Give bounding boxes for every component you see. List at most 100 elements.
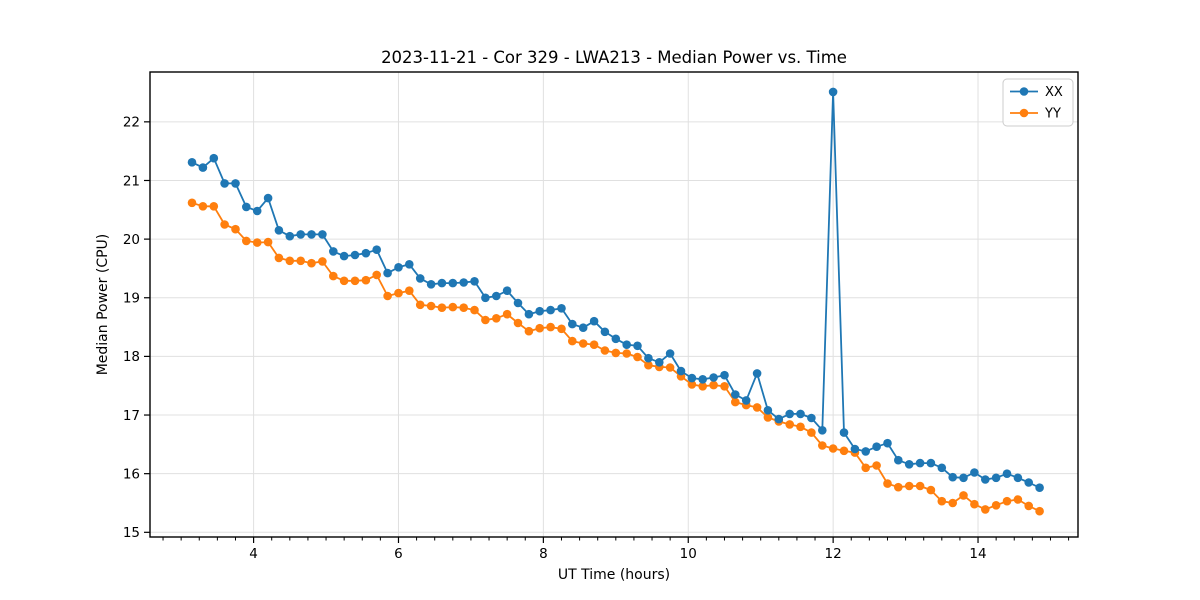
series-yy-marker xyxy=(263,237,273,247)
series-yy-marker xyxy=(339,276,349,286)
series-yy-marker xyxy=(904,481,914,491)
series-xx-marker xyxy=(763,406,773,415)
series-xx-marker xyxy=(426,280,436,289)
series-xx-marker xyxy=(807,413,816,423)
series-xx-marker xyxy=(470,277,479,286)
series-yy-marker xyxy=(991,501,1001,510)
series-xx-marker xyxy=(915,458,925,468)
series-xx-marker xyxy=(372,245,382,254)
series-xx-marker xyxy=(752,369,762,378)
legend-marker-xx xyxy=(1019,87,1029,96)
series-yy-marker xyxy=(492,314,501,323)
series-xx-marker xyxy=(991,473,1001,483)
series-xx-marker xyxy=(546,305,555,315)
series-xx-marker xyxy=(481,293,490,303)
series-yy-marker xyxy=(828,444,838,453)
series-yy-marker xyxy=(1013,495,1023,504)
y-tick-label: 22 xyxy=(123,115,140,131)
series-yy-marker xyxy=(448,302,458,312)
series-xx-marker xyxy=(981,475,990,484)
series-yy-marker xyxy=(589,340,599,350)
series-xx-marker xyxy=(883,438,892,448)
series-xx-marker xyxy=(937,463,947,473)
series-yy-marker xyxy=(557,324,566,334)
series-yy-marker xyxy=(252,238,262,247)
series-yy-marker xyxy=(198,202,208,211)
series-yy-marker xyxy=(350,276,360,286)
chart-title: 2023-11-21 - Cor 329 - LWA213 - Median P… xyxy=(381,48,847,67)
series-xx-marker xyxy=(785,409,794,419)
series-xx-marker xyxy=(492,291,501,301)
series-yy-marker xyxy=(578,339,588,348)
series-xx-marker xyxy=(285,231,295,241)
x-tick-label: 10 xyxy=(680,546,697,562)
series-xx-marker xyxy=(524,309,534,319)
series-xx-marker xyxy=(394,263,403,272)
series-yy-marker xyxy=(1035,506,1044,516)
series-xx-marker xyxy=(263,193,273,203)
y-tick-label: 21 xyxy=(123,173,140,189)
series-yy-marker xyxy=(426,301,436,311)
series-yy-marker xyxy=(568,336,577,346)
series-xx-marker xyxy=(861,447,870,456)
series-xx-marker xyxy=(252,206,262,216)
series-xx-marker xyxy=(318,230,327,239)
series-xx-marker xyxy=(796,409,805,419)
series-yy-marker xyxy=(731,397,740,407)
series-yy-marker xyxy=(546,322,555,332)
series-xx-marker xyxy=(600,327,610,337)
series-xx-marker xyxy=(970,468,979,477)
series-xx-marker xyxy=(307,230,316,239)
series-yy-marker xyxy=(437,303,447,313)
series-yy-marker xyxy=(1024,501,1033,511)
series-yy xyxy=(187,198,1044,516)
series-yy-marker xyxy=(633,352,642,362)
series-xx-marker xyxy=(665,349,675,358)
series-xx-marker xyxy=(959,473,968,483)
series-xx-marker xyxy=(828,87,838,97)
series-yy-marker xyxy=(785,420,794,429)
series-yy-marker xyxy=(394,288,403,298)
series-yy-marker xyxy=(763,413,773,422)
series-yy-marker xyxy=(622,349,631,358)
series-yy-marker xyxy=(481,315,490,325)
series-xx-marker xyxy=(329,247,338,256)
series-yy-marker xyxy=(915,481,925,491)
series-xx-marker xyxy=(839,428,849,437)
series-xx-marker xyxy=(231,179,240,188)
series-yy-marker xyxy=(296,256,306,266)
series-xx-marker xyxy=(731,390,740,399)
series-yy-marker xyxy=(600,346,610,355)
legend-label-xx: XX xyxy=(1045,85,1063,100)
series-yy-marker xyxy=(894,482,903,492)
series-xx xyxy=(187,87,1044,493)
series-xx-marker xyxy=(502,286,512,296)
series-xx-marker xyxy=(513,298,523,308)
series-xx-marker xyxy=(361,248,371,258)
series-xx-marker xyxy=(741,396,751,405)
series-xx-marker xyxy=(1002,469,1012,479)
series-xx-marker xyxy=(459,278,469,287)
series-yy-marker xyxy=(839,446,849,456)
series-xx-marker xyxy=(198,163,208,172)
series-xx-marker xyxy=(774,414,784,424)
series-xx-marker xyxy=(720,370,729,380)
series-xx-marker xyxy=(220,179,229,188)
series-xx-marker xyxy=(850,444,860,454)
series-yy-marker xyxy=(285,256,295,266)
legend-marker-yy xyxy=(1019,108,1029,118)
series-xx-marker xyxy=(633,341,642,351)
series-xx-marker xyxy=(274,226,284,235)
series-xx-marker xyxy=(339,251,349,261)
series-xx-marker xyxy=(568,319,577,329)
x-tick-label: 12 xyxy=(825,546,842,562)
series-yy-marker xyxy=(752,403,762,412)
series-yy-marker xyxy=(1002,496,1012,506)
series-yy-marker xyxy=(502,309,512,319)
series-xx-marker xyxy=(242,202,251,212)
series-yy-marker xyxy=(926,485,936,495)
series-xx-marker xyxy=(655,358,664,367)
y-tick-label: 17 xyxy=(123,408,140,424)
